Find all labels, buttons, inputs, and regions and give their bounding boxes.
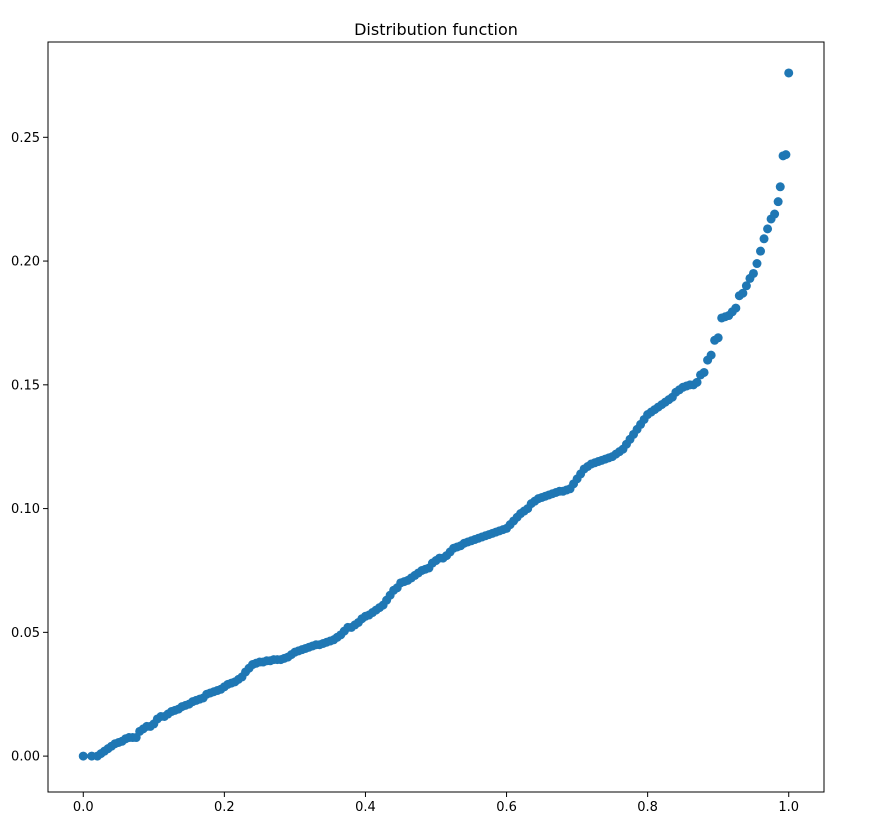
y-tick-label: 0.00 [11,750,40,765]
y-tick-label: 0.15 [11,378,40,393]
chart-title: Distribution function [354,20,518,39]
x-tick-label: 0.6 [496,800,517,815]
axes-frame [47,41,825,793]
y-tick-label: 0.10 [11,502,40,517]
y-tick-label: 0.20 [11,255,40,270]
data-point [775,182,785,192]
y-axis: 0.00 0.05 0.10 0.15 0.20 0.25 [11,131,48,765]
x-tick-label: 0.2 [214,800,235,815]
x-tick-label: 0.0 [73,800,94,815]
data-point [748,268,758,278]
data-point [699,367,709,377]
x-tick-label: 0.4 [355,800,376,815]
data-point [763,224,773,234]
data-point [752,259,762,269]
x-tick-label: 0.8 [637,800,658,815]
x-axis: 0.0 0.2 0.4 0.6 0.8 1.0 [73,792,799,815]
data-point [713,333,723,343]
data-point [770,209,780,219]
data-point [781,150,791,160]
data-point [741,281,751,291]
data-point [784,68,794,78]
data-point [738,288,748,298]
y-tick-label: 0.25 [11,131,40,146]
data-point [759,234,769,244]
y-tick-label: 0.05 [11,626,40,641]
data-point [731,303,741,313]
data-point [692,377,702,387]
points-layer [78,68,794,761]
data-point [773,197,783,207]
data-point [78,751,88,761]
x-tick-label: 1.0 [778,800,799,815]
data-point [756,246,766,256]
data-point [706,350,716,360]
